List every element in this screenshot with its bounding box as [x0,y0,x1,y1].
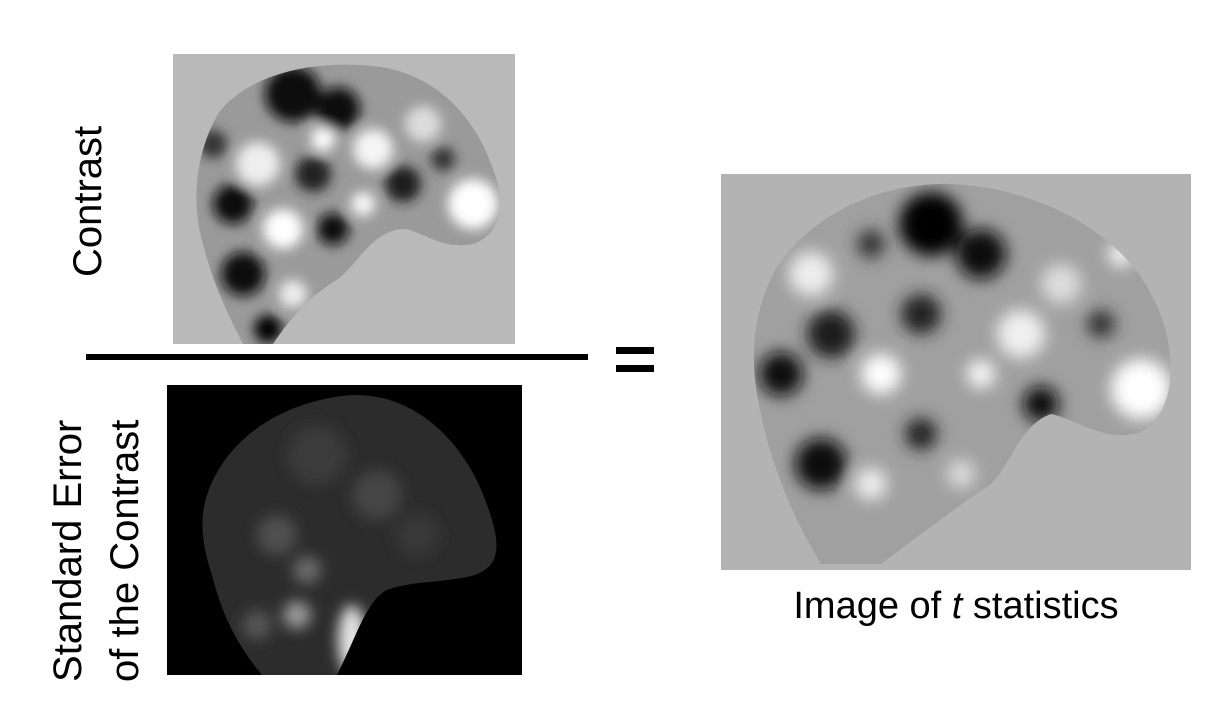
standard-error-label: Standard Error of the Contrast [40,420,154,682]
t-statistics-caption: Image of t statistics [721,584,1191,628]
contrast-label: Contrast [66,125,110,277]
standard-error-brain-image [167,385,522,675]
standard-error-label-line1: Standard Error [46,419,90,682]
t-caption-prefix: Image of [793,585,952,627]
t-caption-suffix: statistics [962,585,1119,627]
t-statistics-brain-image [721,174,1191,570]
standard-error-label-line2: of the Contrast [103,419,147,682]
equals-sign [616,347,654,374]
fraction-bar [86,354,588,360]
t-caption-italic: t [951,585,963,627]
contrast-brain-image [173,54,515,344]
